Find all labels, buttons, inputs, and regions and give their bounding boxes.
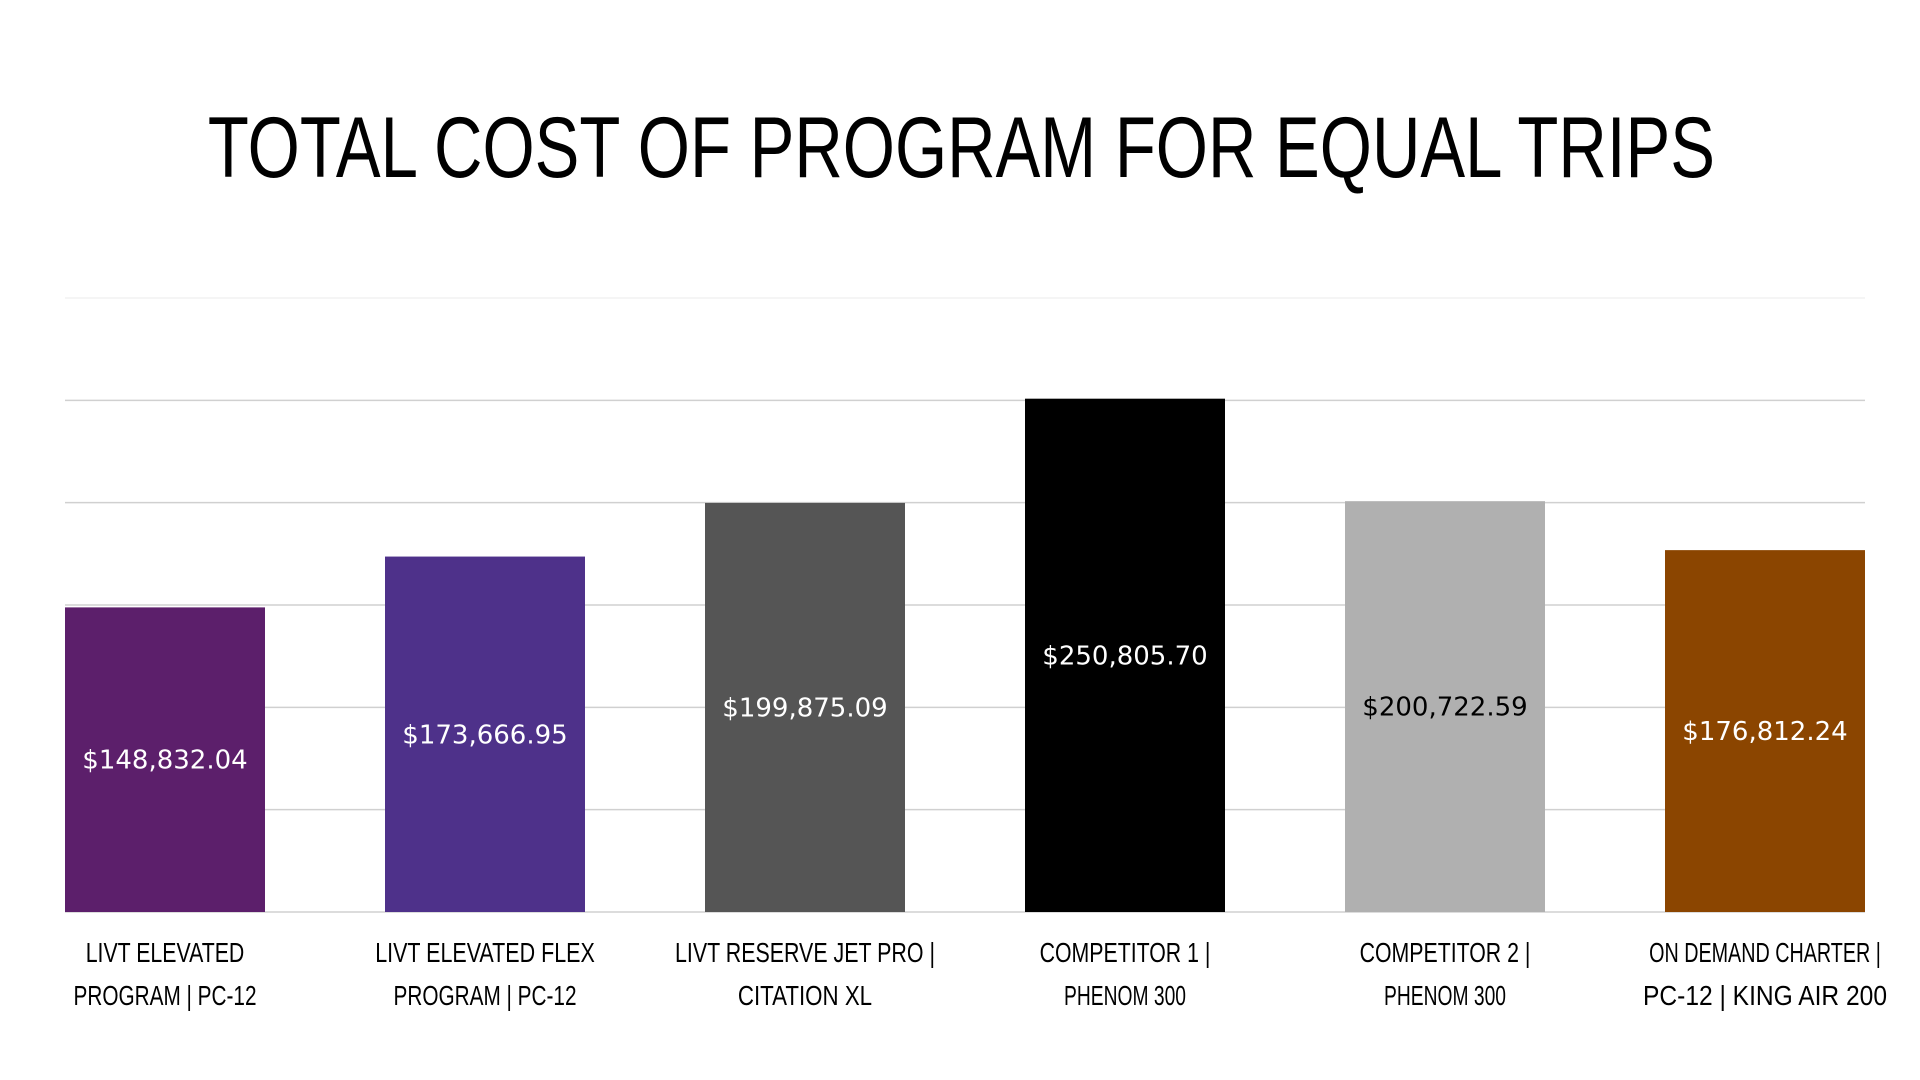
data-labels: $148,832.04 $173,666.95 $199,875.09 $250,80… — [82, 641, 1847, 775]
bars — [65, 398, 1865, 912]
category-labels: LIVT ELEVATED PROGRAM | PC-12 LIVT ELEVATE… — [74, 937, 1888, 1011]
bar — [65, 607, 265, 912]
data-label: $148,832.04 — [82, 746, 247, 776]
bar — [1665, 550, 1865, 912]
data-label: $250,805.70 — [1042, 641, 1207, 671]
bar — [705, 502, 905, 912]
category-label: COMPETITOR 1 | — [1040, 937, 1211, 968]
category-label: COMPETITOR 2 | — [1360, 937, 1531, 968]
bar — [385, 556, 585, 912]
bar — [1025, 398, 1225, 912]
gridlines — [65, 297, 1865, 913]
category-label: ON DEMAND CHARTER | — [1649, 937, 1881, 968]
data-label: $176,812.24 — [1682, 717, 1847, 747]
data-label: $173,666.95 — [402, 720, 567, 750]
category-label: LIVT ELEVATED — [86, 937, 245, 968]
category-label: PHENOM 300 — [1064, 980, 1186, 1011]
data-label: $200,722.59 — [1362, 693, 1527, 723]
category-label: PHENOM 300 — [1384, 980, 1506, 1011]
chart-title: TOTAL COST OF PROGRAM FOR EQUAL TRIPS — [207, 100, 1715, 196]
category-label: LIVT RESERVE JET PRO | — [675, 937, 935, 968]
category-label: PROGRAM | PC-12 — [394, 980, 577, 1011]
category-label: LIVT ELEVATED FLEX — [375, 937, 595, 968]
category-label: PROGRAM | PC-12 — [74, 980, 257, 1011]
category-label: CITATION XL — [738, 980, 872, 1011]
bar — [1345, 501, 1545, 912]
category-label: PC-12 | KING AIR 200 — [1643, 980, 1887, 1011]
data-label: $199,875.09 — [722, 693, 887, 723]
